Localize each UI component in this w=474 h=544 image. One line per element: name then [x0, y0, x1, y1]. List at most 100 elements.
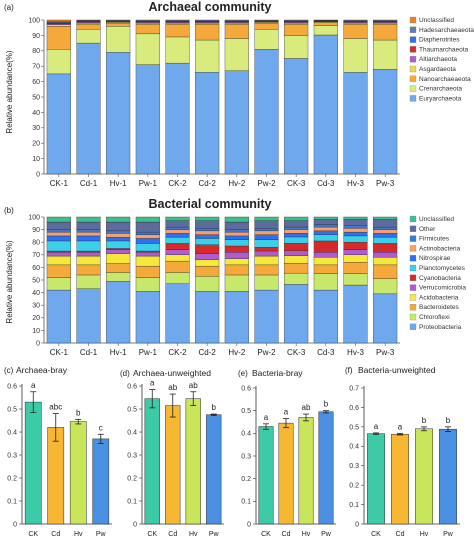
- bacterial-ylabel: Relative abundance(%): [5, 240, 14, 323]
- bar-segment-planctomycetes: [373, 236, 398, 244]
- legend-label: Actinobacteria: [419, 245, 461, 252]
- bar-segment-crenarchaeota: [135, 33, 160, 65]
- bar-segment-verrucomicrobia: [195, 253, 220, 261]
- x-tick-label: Cd-2: [198, 179, 216, 188]
- bar-segment-unclassified: [313, 216, 338, 220]
- bar-segment-asgardaeota: [373, 22, 398, 25]
- bar-segment-planctomycetes: [46, 240, 71, 252]
- legend-label: Proteobacteria: [419, 324, 462, 331]
- bar-segment-asgardaeota: [76, 22, 101, 25]
- legend-swatch: [409, 284, 417, 291]
- y-tick-label: 90: [32, 33, 40, 40]
- x-tick-label: Cd: [168, 531, 177, 538]
- bar-segment-cyanobacteria: [313, 240, 338, 253]
- y-tick-label: 0.1: [127, 498, 137, 505]
- bar-segment-actinobacteria: [195, 230, 220, 235]
- bar-segment-nitrospirae: [224, 235, 249, 240]
- x-tick-label: Hv: [420, 531, 429, 538]
- bar-segment-acidobacteria: [373, 257, 398, 266]
- bar-segment-nanoarchaeaeota: [195, 24, 220, 41]
- bar-segment-proteobacteria: [165, 283, 190, 344]
- bar-segment-planctomycetes: [165, 236, 190, 244]
- y-tick-label: 10: [32, 328, 40, 335]
- y-tick-label: 0: [13, 521, 17, 528]
- y-tick-label: 80: [32, 48, 40, 55]
- bar-pw: [206, 414, 222, 525]
- x-tick-label: CK-3: [287, 348, 306, 357]
- significance-letter: ab: [189, 381, 198, 390]
- x-tick-label: Cd: [282, 531, 291, 538]
- y-tick-label: 0.2: [127, 475, 137, 482]
- significance-letter: abc: [49, 403, 62, 412]
- bar-segment-nanoarchaeaeota: [135, 24, 160, 35]
- bar-segment-proteobacteria: [313, 289, 338, 344]
- bar-segment-verrucomicrobia: [313, 252, 338, 258]
- y-tick-label: 40: [32, 110, 40, 117]
- bar-segment-euryarchaeota: [343, 72, 368, 175]
- bar-segment-nanoarchaeaeota: [373, 24, 398, 41]
- bar-segment-nitrospirae: [343, 231, 368, 237]
- bar-segment-actinobacteria: [313, 226, 338, 232]
- y-tick-label: 70: [32, 64, 40, 71]
- bar-segment-bacteroidetes: [106, 263, 131, 273]
- bar-segment-proteobacteria: [284, 284, 309, 344]
- y-tick-label: 0.1: [7, 498, 17, 505]
- bar-segment-other: [313, 219, 338, 225]
- legend-label: Planctomycetes: [419, 265, 466, 272]
- y-tick-label: 0: [36, 171, 40, 178]
- legend-swatch: [409, 36, 417, 43]
- y-tick-label: 50: [32, 94, 40, 101]
- x-tick-label: Cd-1: [80, 179, 98, 188]
- bar-segment-verrucomicrobia: [254, 250, 279, 257]
- bar-segment-actinobacteria: [373, 229, 398, 234]
- bar-segment-firmicutes: [46, 229, 71, 233]
- bar-segment-actinobacteria: [76, 231, 101, 237]
- archaeal-stacked-bar-chart: 0 10 20 30 40 50 60 70 80 90 100 CK-1 Cd-1 Hv-1 Pw-1 CK…: [28, 16, 474, 188]
- bar-segment-planctomycetes: [313, 234, 338, 242]
- bar-segment-crenarchaeota: [195, 39, 220, 73]
- bar-segment-actinobacteria: [106, 233, 131, 238]
- bar-segment-planctomycetes: [284, 236, 309, 244]
- legend-label: Unclassified: [419, 216, 454, 223]
- bar-cd: [165, 405, 181, 525]
- x-tick-label: Cd-1: [80, 348, 98, 357]
- bar-segment-nitrospirae: [195, 234, 220, 239]
- bar-segment-cyanobacteria: [76, 250, 101, 253]
- legend-label: Verrucomicrobia: [419, 285, 466, 292]
- bar-segment-asgardaeota: [46, 24, 71, 27]
- bar-segment-cyanobacteria: [373, 243, 398, 253]
- bar-segment-other: [195, 220, 220, 229]
- y-tick-label: 50: [32, 277, 40, 284]
- y-tick-label: 0.3: [349, 463, 359, 470]
- bar-segment-chloroflexi: [135, 277, 160, 292]
- bar-segment-verrucomicrobia: [373, 252, 398, 258]
- bar-segment-bacteroidetes: [254, 264, 279, 276]
- bar-segment-cyanobacteria: [165, 243, 190, 250]
- bar-hv: [69, 421, 87, 525]
- legend-swatch: [409, 264, 417, 272]
- y-tick-label: 0.1: [241, 499, 251, 506]
- y-tick-label: 90: [32, 227, 40, 234]
- bar-segment-firmicutes: [284, 226, 309, 230]
- legend-label: Firmicutes: [419, 236, 450, 243]
- bar-segment-acidobacteria: [135, 255, 160, 267]
- bar-segment-cyanobacteria: [224, 245, 249, 253]
- legend-swatch: [409, 85, 417, 92]
- bar-segment-euryarchaeota: [46, 73, 71, 175]
- bar-segment-crenarchaeota: [106, 25, 131, 53]
- archaeal-ylabel: Relative abundance(%): [5, 50, 14, 133]
- bar-segment-proteobacteria: [373, 293, 398, 344]
- y-tick-label: 0.4: [127, 429, 137, 436]
- y-tick-label: 0.6: [7, 383, 17, 390]
- bar-ck: [367, 433, 385, 525]
- x-tick-label: CK-1: [50, 179, 69, 188]
- bar-segment-other: [46, 221, 71, 230]
- panel-label-a: (a): [4, 3, 14, 12]
- legend-label: Euryarchaeota: [419, 95, 462, 102]
- bar-segment-actinobacteria: [224, 231, 249, 237]
- bar-segment-nitrospirae: [106, 236, 131, 242]
- x-tick-label: CK-2: [168, 348, 187, 357]
- legend-swatch: [409, 16, 417, 24]
- y-tick-label: 0.3: [241, 453, 251, 460]
